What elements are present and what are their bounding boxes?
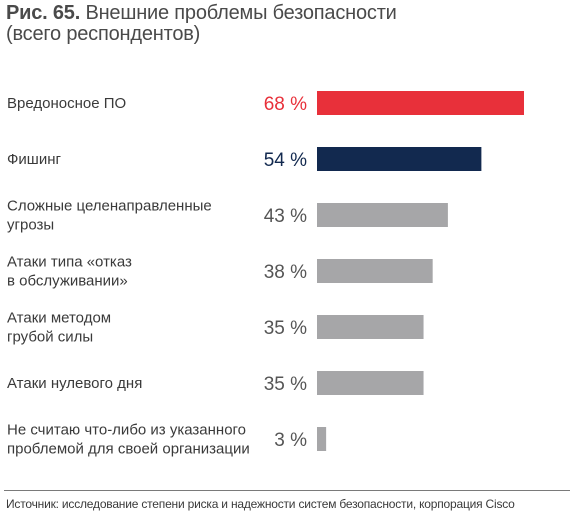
- bar: [317, 259, 433, 283]
- category-label-line: грубой силы: [7, 329, 93, 346]
- category-label: Сложные целенаправленные угрозы: [7, 198, 212, 234]
- category-label: Атаки методом грубой силы: [7, 310, 111, 346]
- value-label: 38 %: [264, 262, 307, 283]
- category-label-line: в обслуживании»: [7, 273, 128, 290]
- category-label-line: угрозы: [7, 217, 54, 234]
- category-label-line: Атаки типа «отказ: [7, 254, 132, 271]
- category-label: Не считаю что-либо из указанного проблемо…: [7, 422, 250, 458]
- value-label: 35 %: [264, 318, 307, 339]
- bar-chart: Вредоносное ПО 68 % Фишинг 54 % Сложные целе…: [7, 91, 524, 458]
- bar: [317, 427, 327, 451]
- figure-label: Рис. 65.: [6, 2, 81, 24]
- category-label: Фишинг: [7, 151, 61, 168]
- bar: [317, 315, 424, 339]
- value-label: 35 %: [264, 374, 307, 395]
- bar: [317, 203, 448, 227]
- source-note: Источник: исследование степени риска и н…: [6, 497, 515, 511]
- value-label: 68 %: [264, 94, 307, 115]
- bar: [317, 147, 482, 171]
- category-label-line: Атаки методом: [7, 310, 111, 327]
- category-label-line: Фишинг: [7, 151, 61, 168]
- category-label: Вредоносное ПО: [7, 95, 126, 112]
- divider: [4, 490, 570, 491]
- category-label-line: Атаки нулевого дня: [7, 375, 142, 392]
- bar: [317, 91, 524, 115]
- category-label-line: проблемой для своей организации: [7, 441, 250, 458]
- category-label-line: Вредоносное ПО: [7, 95, 126, 112]
- category-label: Атаки типа «отказ в обслуживании»: [7, 254, 132, 290]
- title-text: Внешние проблемы безопасности: [85, 2, 397, 24]
- category-label-line: Сложные целенаправленные: [7, 198, 212, 215]
- value-label: 43 %: [264, 206, 307, 227]
- chart-subtitle: (всего респондентов): [6, 23, 201, 45]
- chart-title: Рис. 65. Внешние проблемы безопасности (…: [6, 3, 566, 45]
- value-label: 3 %: [274, 430, 307, 451]
- category-label: Атаки нулевого дня: [7, 375, 142, 392]
- bar: [317, 371, 424, 395]
- category-label-line: Не считаю что-либо из указанного: [7, 422, 246, 439]
- value-label: 54 %: [264, 150, 307, 171]
